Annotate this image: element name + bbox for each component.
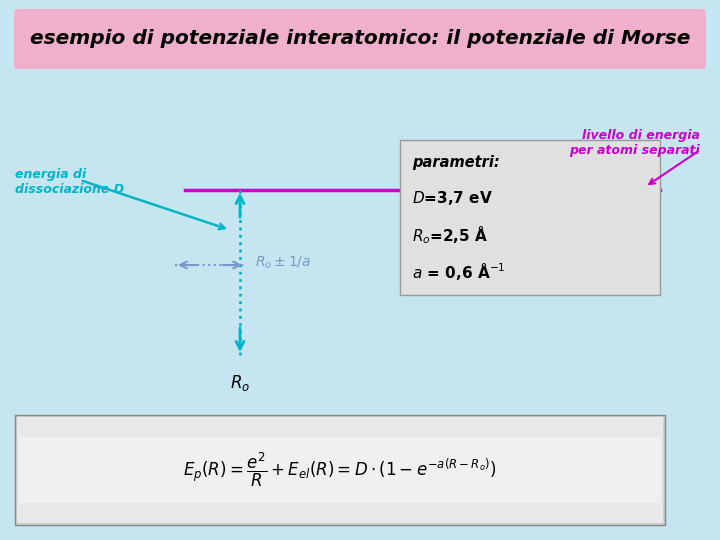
Bar (19, 437, 661, 503)
FancyBboxPatch shape (14, 9, 706, 69)
FancyBboxPatch shape (400, 140, 660, 295)
FancyBboxPatch shape (17, 417, 663, 523)
Text: esempio di potenziale interatomico: il potenziale di Morse: esempio di potenziale interatomico: il p… (30, 30, 690, 49)
Text: parametri:: parametri: (412, 154, 500, 170)
Text: $E_p(R) = \dfrac{e^2}{R}+E_{el}(R) = D \cdot \left(1 - e^{-a(R-R_o)}\right)$: $E_p(R) = \dfrac{e^2}{R}+E_{el}(R) = D \… (184, 451, 497, 489)
FancyBboxPatch shape (15, 415, 665, 525)
Text: $R_o\pm 1/a$: $R_o\pm 1/a$ (255, 255, 311, 271)
Text: livello di energia
per atomi separati: livello di energia per atomi separati (570, 129, 700, 157)
Text: energia di
dissociazione D: energia di dissociazione D (15, 168, 124, 196)
Text: $D$=3,7 eV: $D$=3,7 eV (412, 189, 493, 207)
Text: $R_o$=2,5 Å: $R_o$=2,5 Å (412, 224, 488, 246)
Text: $R_o$: $R_o$ (230, 373, 250, 393)
Text: $a$ = 0,6 Å$^{-1}$: $a$ = 0,6 Å$^{-1}$ (412, 261, 505, 282)
